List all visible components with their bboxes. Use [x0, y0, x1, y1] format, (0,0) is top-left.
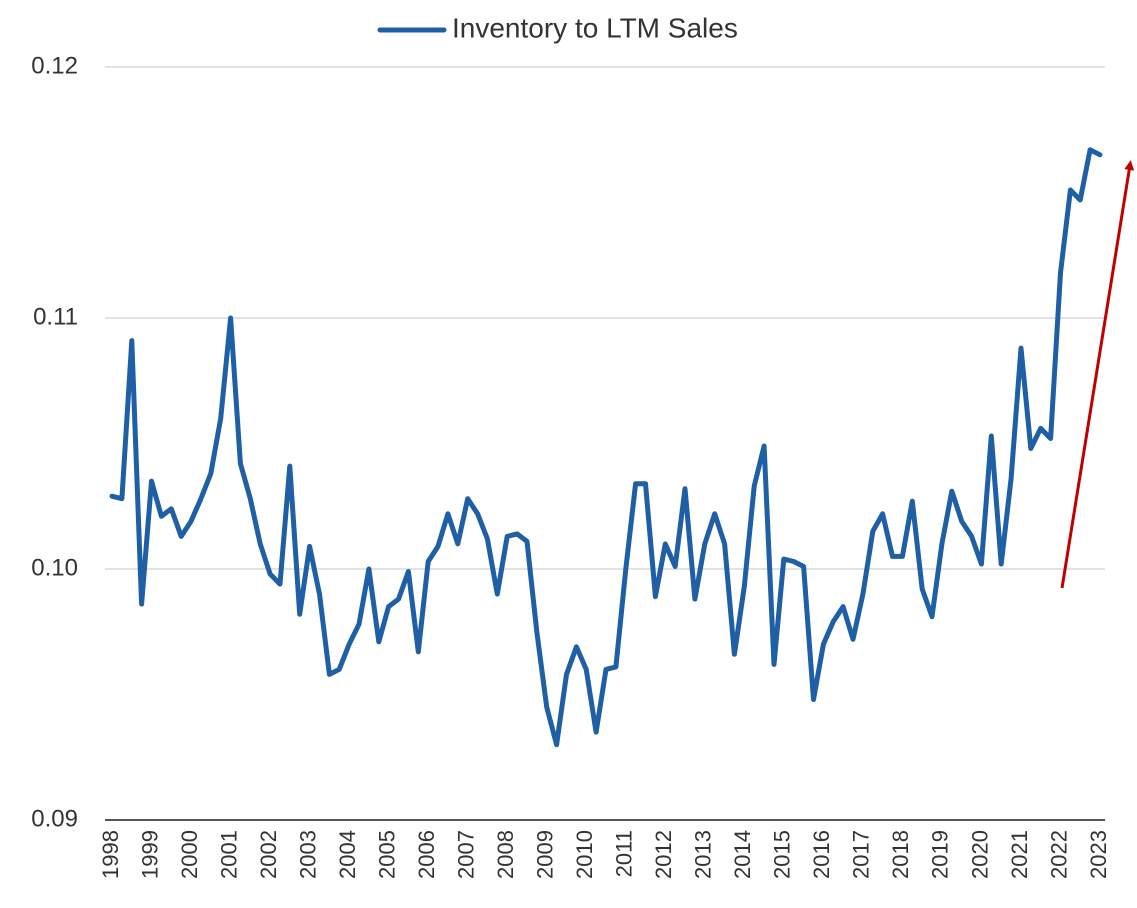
x-tick-label: 2023 — [1086, 830, 1111, 879]
x-tick-label: 2012 — [651, 830, 676, 879]
x-tick-label: 2002 — [256, 830, 281, 879]
x-tick-label: 2003 — [295, 830, 320, 879]
x-tick-label: 2006 — [414, 830, 439, 879]
x-tick-label: 2001 — [216, 830, 241, 879]
y-tick-label: 0.10 — [31, 554, 78, 581]
data-line — [109, 147, 1103, 748]
x-tick-label: 2016 — [809, 830, 834, 879]
x-tick-label: 1999 — [137, 830, 162, 879]
y-tick-label: 0.12 — [31, 52, 78, 79]
plot-area — [109, 147, 1103, 748]
x-tick-label: 2018 — [888, 830, 913, 879]
x-tick-label: 2010 — [572, 830, 597, 879]
x-tick-label: 2017 — [849, 830, 874, 879]
x-tick-label: 2000 — [177, 830, 202, 879]
grid — [105, 66, 1105, 821]
x-tick-label: 2015 — [770, 830, 795, 879]
x-tick-label: 2007 — [453, 830, 478, 879]
x-tick-label: 2008 — [493, 830, 518, 879]
x-tick-label: 2013 — [691, 830, 716, 879]
x-tick-label: 2004 — [335, 830, 360, 879]
legend-label: Inventory to LTM Sales — [452, 12, 738, 43]
x-tick-label: 2011 — [612, 830, 637, 877]
x-tick-label: 1998 — [98, 830, 123, 879]
y-tick-label: 0.11 — [33, 303, 78, 330]
x-tick-label: 2014 — [730, 830, 755, 879]
trend-arrow — [1060, 160, 1135, 589]
y-tick-label: 0.09 — [31, 805, 78, 832]
x-tick-label: 2005 — [374, 830, 399, 879]
x-tick-label: 2019 — [928, 830, 953, 879]
x-tick-label: 2021 — [1007, 830, 1032, 879]
x-tick-label: 2020 — [967, 830, 992, 879]
x-tick-label: 2009 — [533, 830, 558, 879]
x-tick-label: 2022 — [1046, 830, 1071, 879]
